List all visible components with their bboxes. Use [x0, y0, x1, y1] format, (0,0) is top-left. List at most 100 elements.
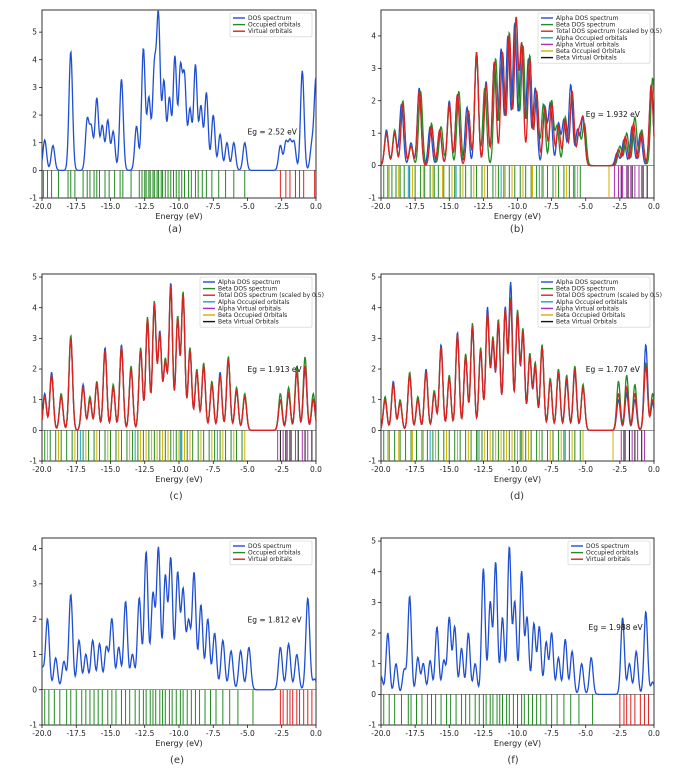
x-tick-label: 0.0: [648, 729, 660, 738]
y-tick-label: 0: [32, 426, 37, 435]
y-tick-label: 2: [32, 111, 37, 120]
y-tick-label: -1: [369, 194, 377, 203]
legend-box: [199, 276, 313, 328]
x-tick-label: -12.5: [135, 202, 155, 211]
legend-label: Alpha Virtual orbitals: [556, 305, 619, 312]
y-tick-label: 0: [32, 166, 37, 175]
y-tick-label: 3: [32, 83, 37, 92]
legend-label: DOS spectrum: [248, 543, 292, 550]
x-tick-label: -10.0: [169, 729, 189, 738]
y-tick-label: 1: [371, 129, 376, 138]
y-tick-label: 5: [32, 273, 37, 282]
legend-box: [229, 540, 313, 566]
x-tick-label: -20.0: [32, 729, 52, 738]
band-gap-label: Eg = 1.988 eV: [588, 623, 643, 632]
dos-panel-e: -20.0 -17.5 -15.0 -12.5 -10.0 -7.5 -5.0 -2.5 0.0…: [30, 537, 322, 748]
y-tick-label: 2: [371, 96, 376, 105]
band-gap-label: Eg = 1.913 eV: [248, 365, 303, 374]
x-tick-label: -20.0: [371, 465, 391, 474]
dos-curve-2: [380, 17, 655, 167]
x-tick-label: -20.0: [371, 729, 391, 738]
y-tick-label: 1: [32, 395, 37, 404]
x-tick-label: -12.5: [474, 202, 494, 211]
x-tick-label: -10.0: [508, 202, 528, 211]
legend-label: Alpha DOS spectrum: [556, 279, 619, 286]
legend-label: DOS spectrum: [248, 15, 292, 22]
x-tick-label: -10.0: [508, 729, 528, 738]
dos-panel-c: -20.0 -17.5 -15.0 -12.5 -10.0 -7.5 -5.0 -2.5 0.0…: [30, 273, 324, 484]
legend-label: Alpha Occupied orbitals: [556, 35, 627, 42]
legend-label: Total DOS spectrum (scaled by 0.5): [217, 292, 324, 299]
y-tick-label: 0: [32, 685, 37, 694]
y-tick-label: 0: [371, 426, 376, 435]
x-tick-label: 0.0: [310, 465, 322, 474]
x-tick-label: -7.5: [206, 729, 221, 738]
x-tick-label: -2.5: [613, 465, 628, 474]
x-tick-label: -2.5: [274, 202, 289, 211]
x-tick-label: -12.5: [474, 465, 494, 474]
band-gap-label: Eg = 2.52 eV: [248, 127, 298, 136]
x-tick-label: -5.0: [240, 729, 255, 738]
dos-curve-2: [380, 300, 655, 431]
x-tick-label: 0.0: [310, 729, 322, 738]
y-tick-label: 3: [32, 579, 37, 588]
x-axis-title: Energy (eV): [155, 212, 202, 221]
y-tick-label: -1: [369, 457, 377, 466]
x-tick-label: -20.0: [32, 202, 52, 211]
legend-box: [229, 12, 313, 38]
legend-label: Occupied orbitals: [248, 22, 300, 29]
y-tick-label: 0: [371, 161, 376, 170]
panel-caption: (f): [507, 755, 518, 766]
x-tick-label: -17.5: [67, 465, 87, 474]
x-tick-label: -5.0: [240, 465, 255, 474]
y-tick-label: 4: [32, 303, 37, 312]
x-tick-label: -15.0: [101, 202, 121, 211]
y-tick-label: 4: [371, 32, 376, 41]
panel-caption: (e): [170, 755, 184, 766]
x-tick-label: -20.0: [371, 202, 391, 211]
dos-panel-a: -20.0 -17.5 -15.0 -12.5 -10.0 -7.5 -5.0 -2.5 0.0…: [30, 9, 322, 221]
x-tick-label: -10.0: [508, 465, 528, 474]
x-tick-label: -17.5: [405, 202, 425, 211]
legend-label: Occupied orbitals: [248, 550, 300, 557]
y-tick-label: 5: [371, 273, 376, 282]
legend-label: Alpha Occupied orbitals: [556, 299, 627, 306]
band-gap-label: Eg = 1.707 eV: [586, 365, 641, 374]
legend-label: Virtual orbitals: [248, 556, 292, 563]
dos-panel-f: -20.0 -17.5 -15.0 -12.5 -10.0 -7.5 -5.0 -2.5 0.0…: [369, 537, 661, 748]
x-tick-label: -2.5: [274, 465, 289, 474]
x-tick-label: -5.0: [578, 729, 593, 738]
y-tick-label: 1: [32, 650, 37, 659]
y-tick-label: 2: [32, 365, 37, 374]
x-axis-title: Energy (eV): [155, 739, 202, 748]
legend-label: Beta Virtual Orbitals: [556, 319, 617, 326]
y-tick-label: 4: [32, 55, 37, 64]
legend-box: [537, 12, 651, 64]
x-tick-label: 0.0: [310, 202, 322, 211]
panel-caption: (b): [510, 224, 524, 235]
panel-caption: (a): [168, 224, 182, 235]
x-tick-label: -10.0: [169, 202, 189, 211]
x-tick-label: -20.0: [32, 465, 52, 474]
x-tick-label: -15.0: [440, 729, 460, 738]
legend-label: Beta Occupied Orbitals: [218, 312, 287, 319]
x-tick-label: -17.5: [405, 729, 425, 738]
legend-label: Beta Occupied Orbitals: [556, 48, 625, 55]
y-tick-label: 1: [371, 395, 376, 404]
x-axis-title: Energy (eV): [494, 739, 541, 748]
y-tick-label: 1: [32, 138, 37, 147]
y-tick-label: 3: [32, 334, 37, 343]
x-axis-title: Energy (eV): [494, 212, 541, 221]
y-tick-label: 3: [371, 64, 376, 73]
legend-label: Beta DOS spectrum: [218, 286, 277, 293]
y-tick-label: 3: [371, 334, 376, 343]
x-axis-title: Energy (eV): [155, 475, 202, 484]
x-tick-label: -5.0: [578, 465, 593, 474]
legend-label: Alpha Occupied orbitals: [218, 299, 289, 306]
legend-label: Total DOS spectrum (scaled by 0.5): [555, 292, 662, 299]
